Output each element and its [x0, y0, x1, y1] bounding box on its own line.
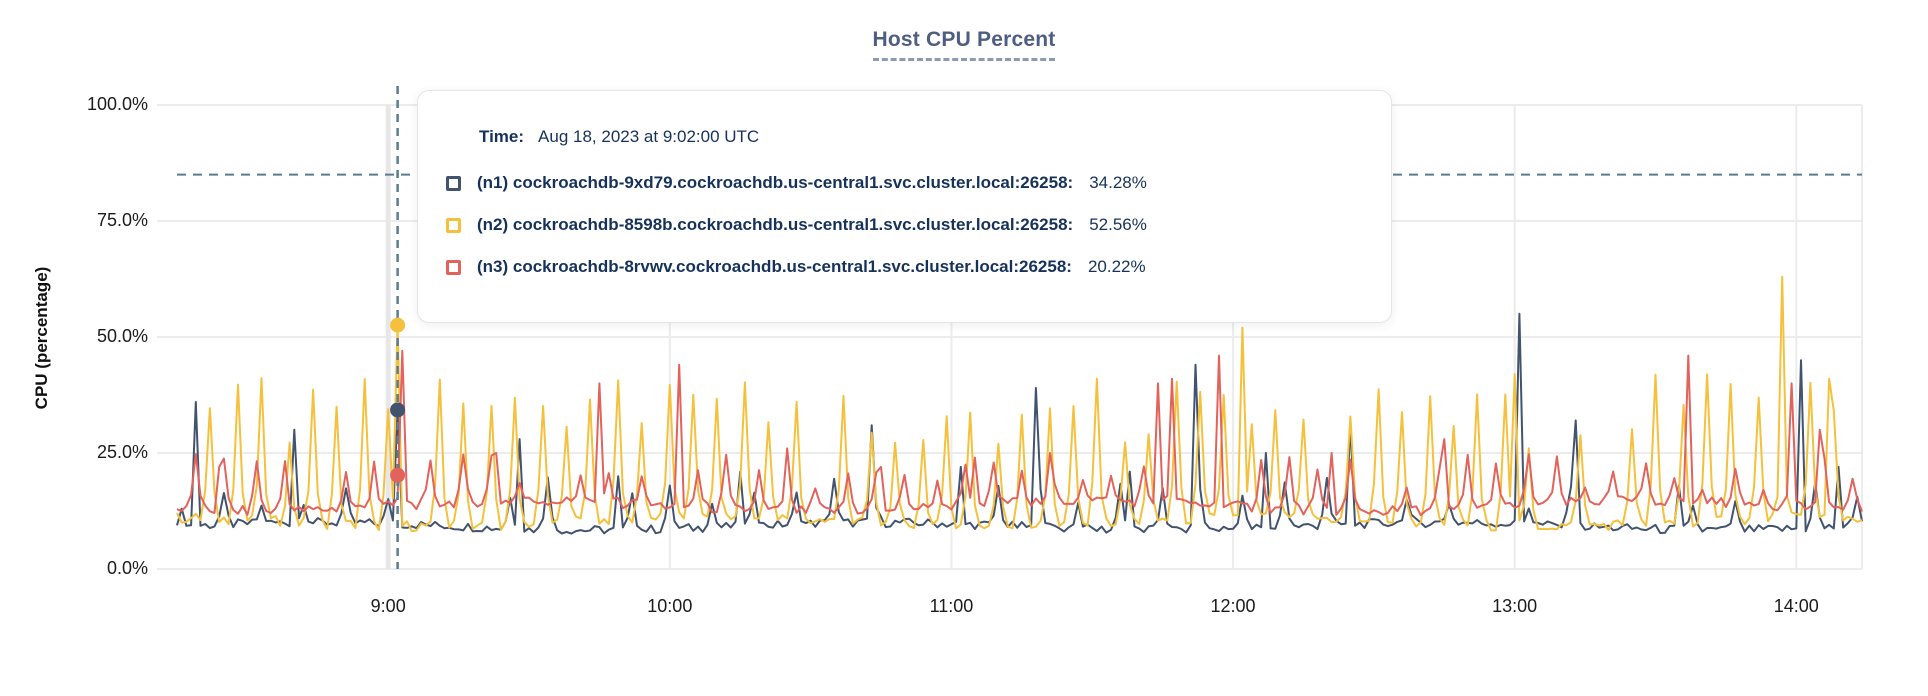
tooltip-series-row: (n3) cockroachdb-8rvwv.cockroachdb.us-ce… [446, 255, 1146, 279]
y-tick-label: 100.0% [86, 94, 148, 114]
tooltip-time-label: Time: [479, 127, 525, 146]
chart-title-row: Host CPU Percent [0, 28, 1928, 61]
hover-tooltip: Time: Aug 18, 2023 at 9:02:00 UTC (n1) co… [417, 90, 1392, 323]
series-line-n1 [176, 312, 1863, 535]
y-tick-label: 75.0% [96, 210, 148, 230]
chart-title[interactable]: Host CPU Percent [872, 28, 1056, 61]
series-n2-value: 52.56% [1089, 215, 1147, 234]
series-n2-label: (n2) cockroachdb-8598b.cockroachdb.us-ce… [477, 215, 1074, 234]
series-n2-swatch-icon [446, 217, 461, 233]
series-n1-value: 34.28% [1089, 173, 1147, 192]
x-tick-label: 12:00 [1210, 596, 1256, 616]
y-tick-label: 0.0% [106, 558, 148, 578]
series-n3-swatch-icon [446, 259, 461, 275]
series-n3-label: (n3) cockroachdb-8rvwv.cockroachdb.us-ce… [477, 257, 1072, 276]
tooltip-time-row: Time: Aug 18, 2023 at 9:02:00 UTC [479, 127, 759, 147]
tooltip-series-row: (n2) cockroachdb-8598b.cockroachdb.us-ce… [446, 213, 1147, 237]
y-tick-label: 50.0% [96, 326, 148, 346]
x-tick-label: 14:00 [1773, 596, 1819, 616]
series-line-n3 [176, 349, 1863, 517]
series-n1-label: (n1) cockroachdb-9xd79.cockroachdb.us-ce… [477, 173, 1074, 192]
hover-dot-n3 [390, 467, 406, 483]
hover-dot-n2 [390, 317, 406, 333]
x-tick-label: 10:00 [647, 596, 693, 616]
x-tick-label: 11:00 [929, 596, 974, 616]
series-n1-swatch-icon [446, 175, 461, 191]
x-tick-label: 9:00 [370, 596, 406, 616]
series-line-n2 [176, 275, 1863, 533]
tooltip-series-row: (n1) cockroachdb-9xd79.cockroachdb.us-ce… [446, 171, 1147, 195]
hover-dot-n1 [390, 402, 406, 418]
series-n3-value: 20.22% [1087, 257, 1146, 276]
x-tick-label: 13:00 [1492, 596, 1538, 616]
y-tick-label: 25.0% [96, 442, 148, 462]
tooltip-time-value: Aug 18, 2023 at 9:02:00 UTC [538, 127, 760, 146]
y-axis-title: CPU (percentage) [32, 266, 51, 410]
